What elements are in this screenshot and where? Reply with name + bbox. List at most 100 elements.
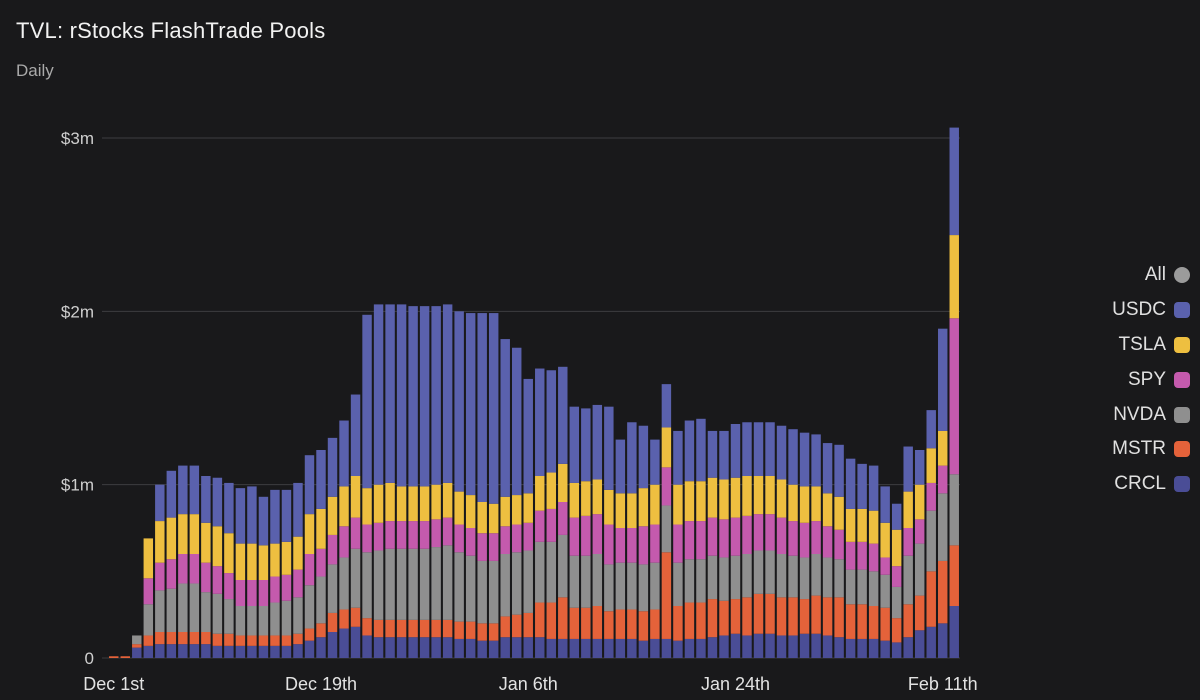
bar-segment-spy[interactable] (569, 517, 580, 556)
bar-segment-tsla[interactable] (546, 472, 556, 509)
bar-segment-spy[interactable] (926, 482, 936, 511)
bar-segment-tsla[interactable] (155, 521, 165, 563)
bar-segment-mstr[interactable] (419, 619, 430, 638)
bar-segment-spy[interactable] (281, 574, 292, 601)
legend-item-mstr[interactable]: MSTR (1112, 432, 1190, 467)
bar-segment-tsla[interactable] (765, 476, 775, 515)
bar-segment-usdc[interactable] (615, 439, 626, 494)
bar-segment-crcl[interactable] (350, 626, 361, 658)
bar-segment-usdc[interactable] (604, 406, 614, 490)
bar-segment-spy[interactable] (730, 517, 741, 556)
bar-segment-mstr[interactable] (523, 612, 533, 638)
bar-segment-nvda[interactable] (189, 583, 200, 632)
bar-segment-spy[interactable] (673, 524, 683, 563)
bar-segment-usdc[interactable] (719, 430, 729, 480)
bar-segment-tsla[interactable] (373, 484, 384, 523)
bar-segment-spy[interactable] (857, 541, 867, 570)
bar-segment-nvda[interactable] (914, 543, 925, 596)
bar-segment-spy[interactable] (891, 566, 902, 587)
bar-segment-tsla[interactable] (523, 493, 533, 523)
bar-segment-crcl[interactable] (477, 640, 487, 658)
bar-segment-tsla[interactable] (914, 484, 925, 520)
bar-segment-mstr[interactable] (500, 616, 510, 638)
bar-segment-mstr[interactable] (765, 593, 775, 634)
bar-segment-nvda[interactable] (615, 562, 626, 610)
bar-segment-crcl[interactable] (270, 645, 280, 658)
bar-segment-tsla[interactable] (201, 522, 211, 563)
bar-segment-crcl[interactable] (143, 645, 154, 658)
bar-segment-nvda[interactable] (396, 548, 407, 620)
bar-segment-usdc[interactable] (696, 418, 706, 482)
bar-segment-mstr[interactable] (189, 632, 200, 645)
bar-segment-usdc[interactable] (627, 422, 637, 494)
bar-segment-nvda[interactable] (788, 555, 798, 598)
bar-segment-mstr[interactable] (235, 635, 246, 646)
bar-segment-spy[interactable] (316, 548, 326, 577)
bar-segment-nvda[interactable] (304, 585, 315, 629)
bar-segment-mstr[interactable] (926, 571, 936, 627)
bar-segment-nvda[interactable] (903, 555, 913, 605)
bar-segment-tsla[interactable] (396, 486, 407, 522)
bar-segment-usdc[interactable] (592, 404, 603, 480)
bar-segment-tsla[interactable] (143, 538, 154, 579)
bar-segment-tsla[interactable] (719, 479, 729, 520)
bar-segment-crcl[interactable] (247, 645, 257, 658)
bar-segment-crcl[interactable] (615, 638, 626, 658)
bar-segment-usdc[interactable] (788, 429, 798, 485)
bar-segment-nvda[interactable] (684, 559, 695, 603)
bar-segment-mstr[interactable] (270, 635, 280, 646)
bar-segment-mstr[interactable] (454, 621, 464, 639)
bar-segment-tsla[interactable] (362, 488, 372, 525)
bar-segment-usdc[interactable] (880, 486, 890, 523)
bar-segment-tsla[interactable] (742, 476, 752, 516)
bar-segment-crcl[interactable] (569, 638, 580, 658)
bar-segment-crcl[interactable] (235, 645, 246, 658)
bar-segment-nvda[interactable] (673, 562, 683, 606)
bar-segment-usdc[interactable] (707, 430, 718, 478)
bar-segment-mstr[interactable] (776, 597, 787, 636)
bar-segment-crcl[interactable] (327, 632, 338, 658)
bar-segment-spy[interactable] (776, 517, 787, 554)
bar-segment-usdc[interactable] (891, 503, 902, 530)
bar-segment-spy[interactable] (938, 465, 948, 494)
bar-segment-crcl[interactable] (627, 638, 637, 658)
bar-segment-crcl[interactable] (178, 644, 188, 658)
bar-segment-spy[interactable] (765, 514, 775, 551)
bar-segment-tsla[interactable] (270, 543, 280, 577)
bar-segment-spy[interactable] (304, 554, 315, 586)
bar-segment-nvda[interactable] (293, 597, 303, 634)
bar-segment-usdc[interactable] (523, 378, 533, 494)
bar-segment-tsla[interactable] (822, 493, 833, 527)
legend-item-spy[interactable]: SPY (1128, 362, 1190, 397)
bar-segment-mstr[interactable] (742, 597, 752, 636)
bar-segment-mstr[interactable] (707, 599, 718, 638)
bar-segment-mstr[interactable] (546, 602, 556, 639)
bar-segment-nvda[interactable] (661, 505, 672, 553)
bar-segment-tsla[interactable] (638, 488, 649, 527)
bar-segment-usdc[interactable] (500, 339, 510, 497)
bar-segment-mstr[interactable] (880, 607, 890, 641)
bar-segment-crcl[interactable] (304, 640, 315, 658)
bar-segment-tsla[interactable] (799, 486, 810, 523)
bar-segment-crcl[interactable] (684, 638, 695, 658)
bar-segment-nvda[interactable] (650, 562, 660, 610)
bar-segment-nvda[interactable] (535, 541, 545, 603)
bar-segment-usdc[interactable] (765, 422, 775, 476)
bar-segment-nvda[interactable] (442, 545, 453, 620)
bar-segment-crcl[interactable] (442, 637, 453, 658)
bar-segment-spy[interactable] (396, 521, 407, 549)
bar-segment-mstr[interactable] (891, 618, 902, 643)
bar-segment-spy[interactable] (500, 526, 510, 554)
bar-segment-crcl[interactable] (903, 637, 913, 658)
bar-segment-mstr[interactable] (696, 602, 706, 639)
bar-segment-nvda[interactable] (627, 562, 637, 610)
bar-segment-spy[interactable] (661, 467, 672, 506)
bar-segment-spy[interactable] (235, 580, 246, 606)
bar-segment-mstr[interactable] (212, 633, 223, 646)
bar-segment-crcl[interactable] (546, 638, 556, 658)
bar-segment-mstr[interactable] (799, 599, 810, 634)
bar-segment-nvda[interactable] (247, 606, 257, 636)
bar-segment-crcl[interactable] (419, 637, 430, 658)
bar-segment-usdc[interactable] (247, 486, 257, 544)
bar-segment-tsla[interactable] (938, 430, 948, 466)
